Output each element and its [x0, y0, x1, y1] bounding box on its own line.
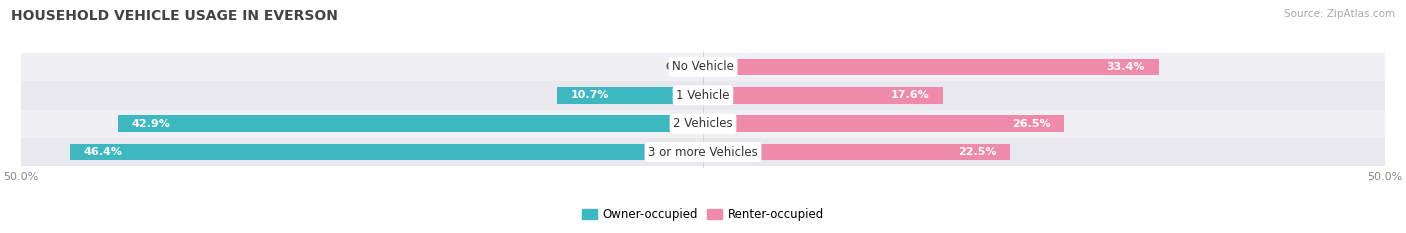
Bar [21, 138, 1385, 166]
Text: 1 Vehicle: 1 Vehicle [676, 89, 730, 102]
Text: 17.6%: 17.6% [890, 90, 929, 100]
Text: 42.9%: 42.9% [132, 119, 170, 129]
Bar [703, 87, 943, 103]
Text: 26.5%: 26.5% [1012, 119, 1050, 129]
Text: No Vehicle: No Vehicle [672, 60, 734, 73]
Text: 2 Vehicles: 2 Vehicles [673, 117, 733, 130]
Text: 0.0%: 0.0% [665, 62, 696, 72]
Bar [703, 144, 1010, 160]
Legend: Owner-occupied, Renter-occupied: Owner-occupied, Renter-occupied [578, 203, 828, 226]
Text: 46.4%: 46.4% [84, 147, 122, 157]
Text: Source: ZipAtlas.com: Source: ZipAtlas.com [1284, 9, 1395, 19]
Bar [21, 53, 1385, 81]
Bar [703, 116, 1064, 132]
Text: 33.4%: 33.4% [1107, 62, 1144, 72]
Bar [703, 59, 1159, 75]
Text: HOUSEHOLD VEHICLE USAGE IN EVERSON: HOUSEHOLD VEHICLE USAGE IN EVERSON [11, 9, 337, 23]
Bar [21, 81, 1385, 110]
Bar [557, 87, 703, 103]
Text: 22.5%: 22.5% [957, 147, 997, 157]
Bar [118, 116, 703, 132]
Text: 10.7%: 10.7% [571, 90, 609, 100]
Bar [70, 144, 703, 160]
Text: 3 or more Vehicles: 3 or more Vehicles [648, 146, 758, 159]
Bar [21, 110, 1385, 138]
